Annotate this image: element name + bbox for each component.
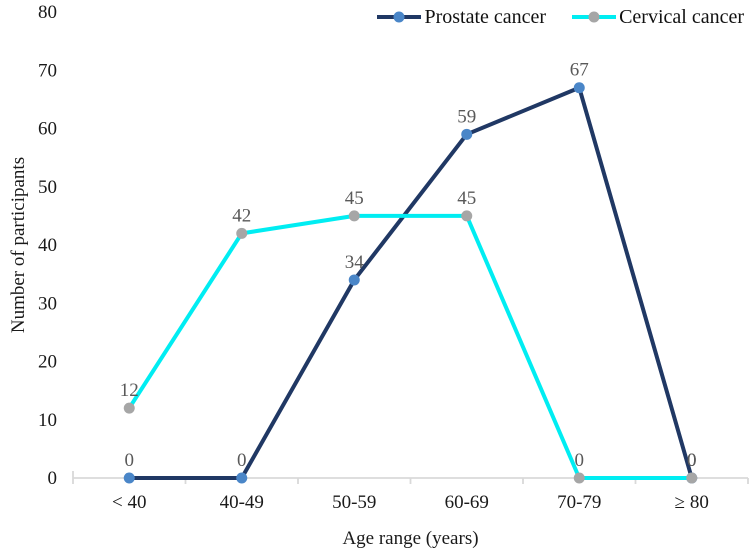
cervical-cancer-data-label: 45 — [457, 188, 476, 209]
legend-label-prostate-cancer: Prostate cancer — [424, 6, 547, 28]
prostate-cancer-data-label: 59 — [457, 106, 476, 127]
y-tick-label: 10 — [38, 410, 57, 431]
cervical-cancer-line — [127, 213, 692, 480]
prostate-cancer-data-label: 67 — [570, 60, 589, 81]
prostate-cancer-data-label: 0 — [687, 450, 697, 471]
cervical-cancer-data-label: 45 — [345, 188, 364, 209]
prostate-cancer-marker — [348, 274, 360, 286]
y-tick-label: 20 — [38, 352, 57, 373]
y-axis-title: Number of participants — [8, 156, 29, 334]
y-tick-label: 70 — [38, 60, 57, 81]
legend: Prostate cancer Cervical cancer — [377, 5, 744, 29]
cervical-cancer-marker — [123, 402, 135, 414]
y-tick-label: 80 — [38, 2, 57, 23]
y-tick-label: 40 — [38, 235, 57, 256]
y-tick-label: 30 — [38, 293, 57, 314]
cervical-cancer-data-label: 12 — [120, 380, 139, 401]
cervical-cancer-legend-swatch — [572, 11, 617, 23]
prostate-cancer-marker — [236, 472, 248, 484]
cervical-cancer-marker — [348, 210, 360, 222]
prostate-cancer-marker — [123, 472, 135, 484]
cervical-cancer-data-label: 0 — [687, 450, 697, 471]
prostate-cancer-marker — [573, 82, 585, 94]
prostate-cancer-data-label: 0 — [237, 450, 247, 471]
y-tick-label: 60 — [38, 119, 57, 140]
x-tick-label: < 40 — [112, 492, 146, 513]
prostate-cancer-legend-swatch — [377, 11, 422, 23]
x-tick-label: 60-69 — [445, 492, 489, 513]
cervical-cancer-marker — [236, 227, 248, 239]
legend-item-cervical-cancer: Cervical cancer — [572, 5, 744, 29]
legend-item-prostate-cancer: Prostate cancer — [377, 5, 546, 29]
prostate-cancer-data-label: 34 — [345, 252, 365, 273]
y-tick-label: 50 — [38, 177, 57, 198]
cervical-cancer-marker — [573, 472, 585, 484]
x-tick-label: ≥ 80 — [675, 492, 709, 513]
cervical-cancer-marker — [686, 472, 698, 484]
x-axis-title: Age range (years) — [342, 528, 479, 549]
cervical-cancer-marker-icon — [588, 11, 600, 23]
prostate-cancer-line — [129, 85, 694, 480]
x-tick-label: 50-59 — [332, 492, 376, 513]
cervical-cancer-marker — [461, 210, 473, 222]
legend-label-cervical-cancer: Cervical cancer — [619, 6, 744, 28]
prostate-cancer-marker-icon — [393, 11, 405, 23]
cervical-cancer-data-label: 0 — [575, 450, 585, 471]
prostate-cancer-data-label: 0 — [125, 450, 135, 471]
x-tick-label: 40-49 — [220, 492, 264, 513]
x-tick-label: 70-79 — [557, 492, 601, 513]
y-tick-label: 0 — [48, 468, 58, 489]
cervical-cancer-data-label: 42 — [232, 205, 251, 226]
prostate-cancer-marker — [461, 128, 473, 140]
